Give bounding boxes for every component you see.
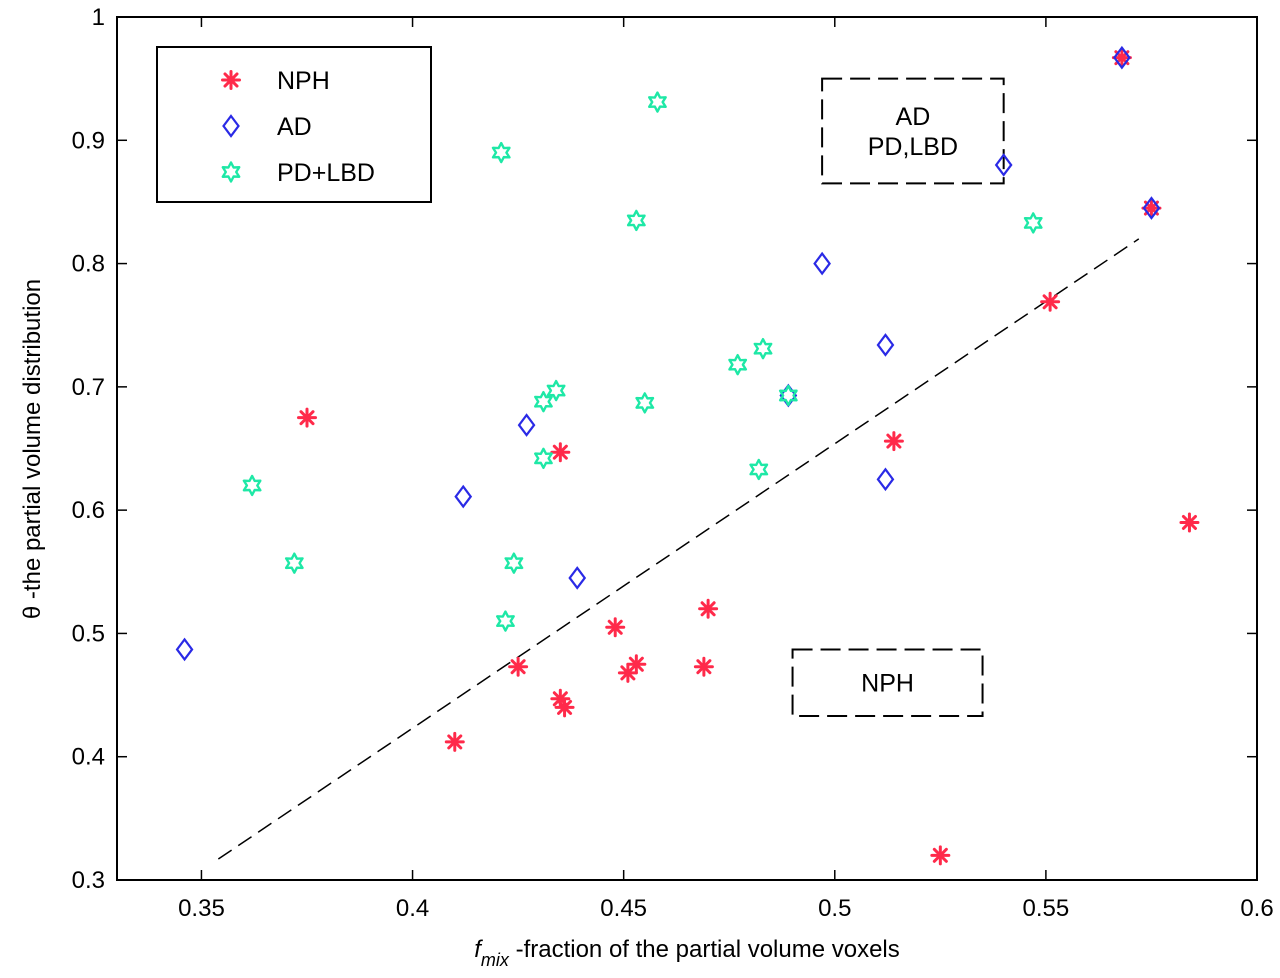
x-tick-label: 0.45 <box>600 895 647 922</box>
legend-label-ad: AD <box>277 113 312 141</box>
point-ad <box>517 413 536 437</box>
point-pd-lbd <box>534 390 553 413</box>
point-nph <box>883 431 904 452</box>
annotation-text: NPH <box>861 670 914 698</box>
legend-box <box>156 46 432 203</box>
point-pd-lbd <box>504 552 524 574</box>
point-ad <box>1113 45 1131 70</box>
x-axis-label-main: f <box>474 936 483 963</box>
x-tick-label: 0.55 <box>1023 895 1070 922</box>
asterisk-stroke <box>696 659 712 675</box>
point-pd-lbd <box>496 610 515 632</box>
asterisk-stroke <box>932 847 948 863</box>
point-nph <box>930 845 951 866</box>
point-ad <box>175 637 194 662</box>
x-tick-label: 0.5 <box>818 895 851 922</box>
y-axis-label: θ -the partial volume distribution <box>19 279 46 619</box>
asterisk-stroke <box>1181 514 1197 530</box>
point-nph <box>444 731 465 752</box>
point-pd-lbd <box>626 209 646 232</box>
y-tick-label: 0.5 <box>72 620 105 647</box>
asterisk-stroke <box>557 699 573 715</box>
annotation-text: AD <box>896 103 931 131</box>
point-ad <box>454 484 473 509</box>
annotation-text: PD,LBD <box>868 133 958 161</box>
point-pd-lbd <box>546 379 566 402</box>
x-tick-label: 0.35 <box>178 895 225 922</box>
point-pd-lbd <box>753 337 773 360</box>
point-nph <box>1111 47 1132 68</box>
y-tick-label: 0.9 <box>72 127 105 154</box>
axes: 0.35 0.4 0.45 0.5 0.55 0.6 0.3 0.4 0.5 0.6 0.7 0.8 0… <box>72 4 1274 922</box>
point-nph <box>1141 198 1162 219</box>
point-nph <box>297 407 317 428</box>
asterisk-stroke <box>1042 294 1058 310</box>
point-pd-lbd <box>491 141 511 164</box>
point-pd-lbd <box>242 474 262 497</box>
asterisk-stroke <box>628 656 644 672</box>
legend-label-pd-lbd: PD+LBD <box>277 159 375 187</box>
point-ad <box>813 251 831 276</box>
trend-line <box>217 238 1140 860</box>
asterisk-stroke <box>886 433 902 449</box>
y-tick-label: 0.7 <box>72 374 105 401</box>
y-tick-label: 0.3 <box>72 867 105 894</box>
point-nph <box>508 656 529 677</box>
point-pd-lbd <box>648 91 667 113</box>
trend-line-group <box>217 238 1140 860</box>
asterisk-stroke <box>552 691 568 707</box>
asterisk-stroke <box>552 444 568 460</box>
point-nph <box>554 697 575 718</box>
point-pd-lbd <box>728 353 748 376</box>
x-axis-label-rest: -fraction of the partial volume voxels <box>509 936 900 963</box>
point-nph <box>693 656 714 677</box>
point-nph <box>1179 512 1200 533</box>
point-ad <box>568 566 587 590</box>
asterisk-stroke <box>510 659 526 675</box>
legend-marker-pd-lbd <box>221 161 241 183</box>
point-ad <box>876 467 895 492</box>
point-pd-lbd <box>778 384 798 407</box>
point-ad <box>1142 196 1161 220</box>
legend-marker-nph <box>221 70 241 90</box>
point-nph <box>605 617 626 638</box>
asterisk-stroke <box>299 410 315 426</box>
point-ad <box>876 333 895 357</box>
x-tick-label: 0.6 <box>1240 895 1273 922</box>
point-nph <box>550 442 571 463</box>
point-nph <box>698 598 719 619</box>
y-tick-label: 0.4 <box>72 744 105 771</box>
data-points <box>175 45 1200 866</box>
x-axis-label: fmix -fraction of the partial volume vox… <box>474 936 900 970</box>
asterisk-stroke <box>223 72 239 88</box>
point-nph <box>626 654 647 675</box>
legend-label-nph: NPH <box>277 67 330 95</box>
legend: NPH AD PD+LBD <box>156 46 432 203</box>
point-pd-lbd <box>284 552 304 574</box>
y-tick-label: 0.8 <box>72 251 105 278</box>
point-ad <box>994 153 1013 177</box>
point-pd-lbd <box>635 392 655 414</box>
annotation-box <box>821 77 1005 185</box>
point-pd-lbd <box>534 447 553 470</box>
asterisk-stroke <box>447 734 463 750</box>
point-nph <box>1040 291 1061 312</box>
y-tick-label: 1 <box>92 4 105 31</box>
y-tick-label: 0.6 <box>72 497 105 524</box>
annotation-box <box>791 648 984 718</box>
asterisk-stroke <box>700 601 716 617</box>
asterisk-stroke <box>607 619 623 635</box>
point-pd-lbd <box>1023 212 1043 234</box>
x-axis-label-sub: mix <box>481 950 510 970</box>
point-pd-lbd <box>749 458 769 481</box>
x-tick-label: 0.4 <box>396 895 429 922</box>
legend-marker-ad <box>222 114 240 138</box>
